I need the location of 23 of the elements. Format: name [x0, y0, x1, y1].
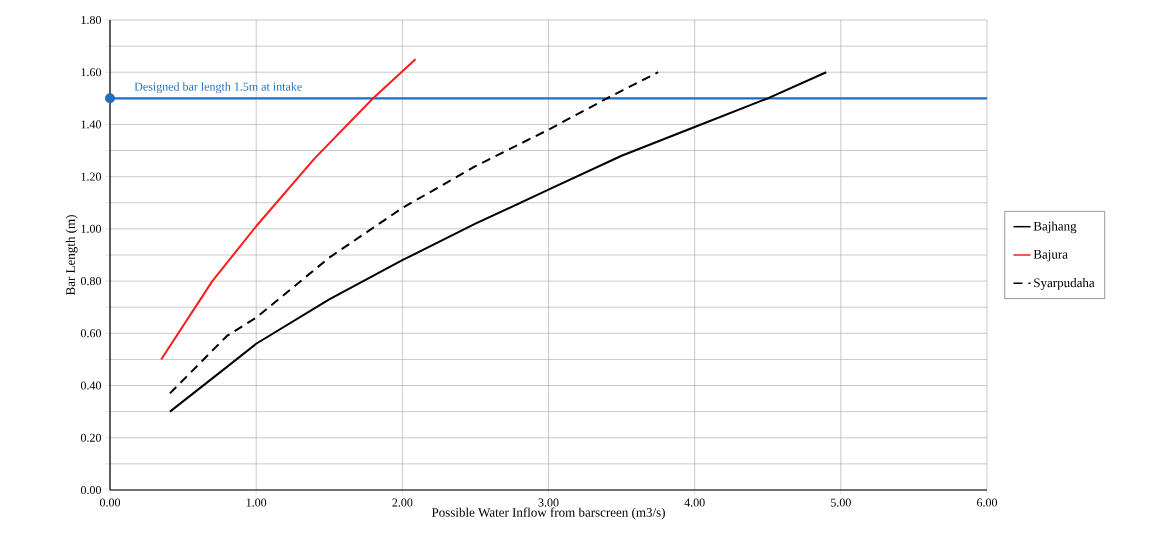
x-tick-label: 4.00	[684, 498, 705, 507]
y-tick-label: 0.40	[80, 381, 102, 390]
y-tick-label: 0.00	[80, 485, 102, 495]
y-axis-title: Bar Length (m)	[65, 215, 78, 296]
legend-label: Bajhang	[1033, 221, 1077, 234]
x-axis-title: Possible Water Inflow from barscreen (m3/s)	[431, 507, 665, 520]
x-tick-label: 1.00	[246, 498, 267, 507]
y-tick-label: 1.00	[81, 224, 102, 233]
legend-label: Bajura	[1033, 249, 1068, 262]
y-tick-label: 1.20	[81, 172, 102, 181]
y-tick-label: 1.60	[81, 68, 102, 77]
legend-label: Syarpudaha	[1034, 278, 1095, 290]
y-tick-label: 0.60	[80, 329, 102, 338]
x-tick-label: 5.00	[831, 498, 851, 507]
x-tick-label: 6.00	[977, 498, 998, 507]
y-tick-label: 0.80	[80, 277, 102, 286]
y-tick-label: 0.20	[80, 433, 102, 442]
x-tick-label: 3.00	[538, 498, 559, 507]
y-tick-label: 1.80	[81, 15, 102, 25]
y-tick-label: 1.40	[81, 120, 102, 129]
x-tick-label: 0.00	[99, 498, 121, 507]
ref-line-label: Designed bar length 1.5m at intake	[134, 82, 302, 94]
x-tick-label: 2.00	[392, 498, 413, 507]
